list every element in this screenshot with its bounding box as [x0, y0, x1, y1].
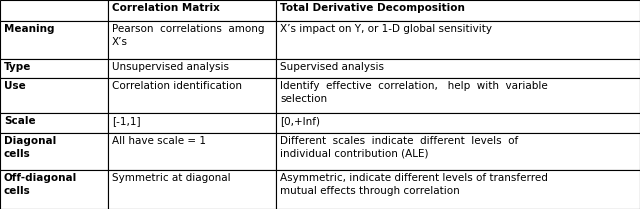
- Bar: [0, 170, 108, 209]
- Bar: [0, 59, 108, 78]
- Text: Type: Type: [4, 62, 31, 72]
- Bar: [108, 59, 276, 78]
- Text: Supervised analysis: Supervised analysis: [280, 62, 384, 72]
- Bar: [276, 170, 640, 209]
- Text: [-1,1]: [-1,1]: [112, 116, 141, 126]
- Bar: [276, 59, 640, 78]
- Bar: [108, 0, 276, 22]
- Text: Symmetric at diagonal: Symmetric at diagonal: [112, 173, 230, 183]
- Text: Correlation Matrix: Correlation Matrix: [112, 3, 220, 13]
- Bar: [0, 113, 108, 133]
- Bar: [108, 78, 276, 113]
- Text: Off-diagonal
cells: Off-diagonal cells: [4, 173, 77, 196]
- Text: Asymmetric, indicate different levels of transferred
mutual effects through corr: Asymmetric, indicate different levels of…: [280, 173, 548, 196]
- Text: Meaning: Meaning: [4, 24, 54, 34]
- Text: Correlation identification: Correlation identification: [112, 81, 242, 91]
- Bar: [108, 170, 276, 209]
- Bar: [108, 113, 276, 133]
- Bar: [276, 0, 640, 22]
- Bar: [276, 133, 640, 170]
- Bar: [276, 22, 640, 59]
- Bar: [108, 133, 276, 170]
- Text: Pearson  correlations  among
X’s: Pearson correlations among X’s: [112, 24, 264, 47]
- Text: [0,+Inf): [0,+Inf): [280, 116, 320, 126]
- Bar: [276, 113, 640, 133]
- Text: Unsupervised analysis: Unsupervised analysis: [112, 62, 229, 72]
- Bar: [0, 0, 108, 22]
- Text: X’s impact on Y, or 1-D global sensitivity: X’s impact on Y, or 1-D global sensitivi…: [280, 24, 492, 34]
- Text: Different  scales  indicate  different  levels  of
individual contribution (ALE): Different scales indicate different leve…: [280, 136, 518, 159]
- Text: Scale: Scale: [4, 116, 36, 126]
- Text: Diagonal
cells: Diagonal cells: [4, 136, 56, 159]
- Text: Use: Use: [4, 81, 26, 91]
- Bar: [108, 22, 276, 59]
- Bar: [0, 78, 108, 113]
- Bar: [0, 22, 108, 59]
- Text: Total Derivative Decomposition: Total Derivative Decomposition: [280, 3, 465, 13]
- Text: Identify  effective  correlation,   help  with  variable
selection: Identify effective correlation, help wit…: [280, 81, 548, 104]
- Bar: [0, 133, 108, 170]
- Bar: [276, 78, 640, 113]
- Text: All have scale = 1: All have scale = 1: [112, 136, 206, 146]
